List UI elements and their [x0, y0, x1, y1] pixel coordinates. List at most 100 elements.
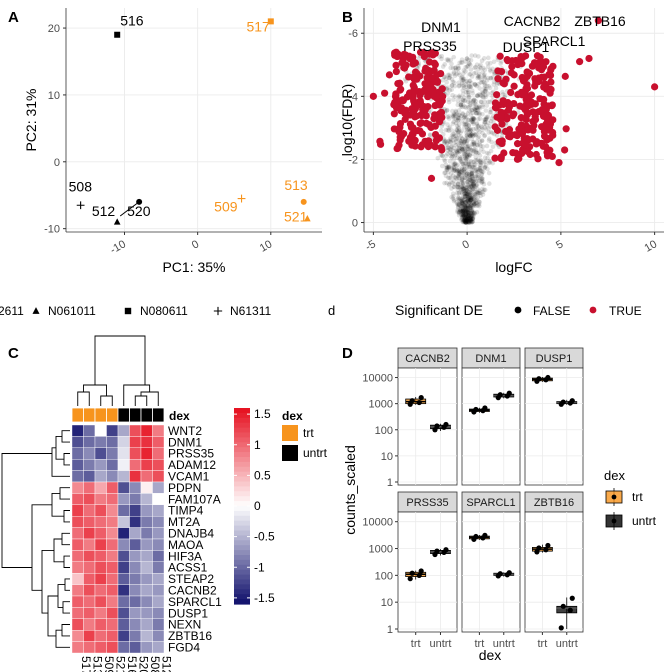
point-not-significant: [455, 205, 461, 211]
point-not-significant: [458, 209, 464, 215]
tick-label-x: 0: [460, 238, 471, 251]
point-not-significant: [455, 181, 461, 187]
point-not-significant: [466, 152, 472, 158]
point-not-significant: [450, 173, 456, 178]
point-not-significant: [488, 75, 494, 81]
point-not-significant: [474, 110, 480, 116]
point-not-significant: [468, 217, 474, 223]
point-significant: [503, 56, 511, 64]
point-not-significant: [449, 83, 455, 88]
point-not-significant: [473, 82, 478, 88]
point-not-significant: [479, 169, 485, 175]
point-not-significant: [452, 112, 458, 118]
point-not-significant: [463, 219, 469, 225]
point-not-significant: [471, 116, 477, 121]
point-not-significant: [456, 209, 462, 215]
point-not-significant: [470, 216, 476, 222]
point-not-significant: [443, 162, 449, 168]
colorbar-segment: [234, 535, 250, 541]
point-not-significant: [469, 116, 474, 122]
point-not-significant: [486, 130, 492, 135]
point-not-significant: [462, 200, 468, 205]
point-not-significant: [466, 90, 471, 96]
point-not-significant: [468, 215, 474, 220]
point-not-significant: [481, 187, 487, 193]
point-not-significant: [464, 217, 469, 222]
point-not-significant: [457, 157, 463, 162]
point-significant: [517, 121, 525, 129]
heatmap-cell: [129, 630, 142, 642]
point-not-significant: [444, 165, 450, 171]
point-not-significant: [465, 137, 471, 143]
heatmap-cell: [106, 504, 119, 517]
heatmap-cell: [83, 595, 96, 608]
point-not-significant: [455, 115, 461, 121]
tick-label-x: 10: [258, 238, 275, 255]
colorbar-segment: [234, 461, 250, 468]
point-not-significant: [486, 99, 491, 105]
point-not-significant: [444, 164, 450, 170]
point-not-significant: [459, 176, 465, 181]
point-not-significant: [451, 193, 456, 199]
box-point: [409, 398, 415, 404]
tick-label-y: 1000: [369, 544, 393, 556]
heatmap-cell: [117, 516, 130, 528]
point-not-significant: [468, 197, 474, 203]
point-not-significant: [453, 139, 459, 145]
annotation-legend-label: trt: [303, 426, 314, 440]
point-not-significant: [487, 124, 493, 129]
point-not-significant: [467, 152, 472, 157]
point-not-significant: [474, 200, 480, 206]
point-not-significant: [468, 187, 473, 193]
point-not-significant: [458, 102, 464, 107]
heatmap-cell: [71, 573, 84, 585]
colorbar-tick-label: 0.5: [254, 468, 271, 482]
point-not-significant: [439, 123, 445, 129]
point-not-significant: [477, 162, 483, 168]
point-not-significant: [468, 213, 474, 219]
point-not-significant: [461, 207, 467, 213]
point-not-significant: [456, 108, 462, 113]
point-not-significant: [472, 108, 478, 113]
point-not-significant: [481, 149, 486, 155]
heatmap-cell: [152, 538, 165, 551]
heatmap-cell: [140, 595, 153, 608]
point-not-significant: [435, 155, 441, 161]
point-not-significant: [462, 139, 468, 145]
heatmap-cell: [94, 459, 107, 471]
point-not-significant: [464, 191, 470, 197]
point-not-significant: [467, 108, 472, 114]
point-not-significant: [467, 219, 473, 224]
heatmap-cell: [117, 436, 130, 448]
point-not-significant: [482, 187, 488, 193]
point-not-significant: [480, 189, 486, 195]
point-significant: [513, 140, 522, 148]
point-significant: [391, 98, 399, 107]
point-not-significant: [454, 167, 460, 172]
heatmap-cell: [117, 527, 130, 540]
pca-point: [136, 198, 143, 205]
point-not-significant: [464, 130, 469, 135]
point-not-significant: [446, 97, 452, 102]
point-not-significant: [459, 60, 465, 65]
point-not-significant: [448, 153, 453, 159]
point-not-significant: [460, 111, 465, 116]
point-not-significant: [455, 150, 461, 156]
point-not-significant: [460, 202, 466, 208]
point-not-significant: [465, 217, 470, 222]
point-not-significant: [476, 110, 481, 116]
point-not-significant: [463, 156, 469, 161]
point-not-significant: [459, 177, 465, 182]
tick-label-y: 1: [387, 477, 393, 489]
tick-label-y: 10000: [362, 373, 393, 385]
point-not-significant: [466, 211, 471, 216]
point-not-significant: [471, 148, 477, 154]
point-not-significant: [461, 151, 467, 157]
point-not-significant: [478, 93, 484, 99]
point-not-significant: [461, 187, 467, 192]
point-not-significant: [464, 209, 469, 214]
box-point: [407, 576, 413, 582]
point-not-significant: [467, 172, 472, 177]
point-not-significant: [476, 203, 482, 209]
